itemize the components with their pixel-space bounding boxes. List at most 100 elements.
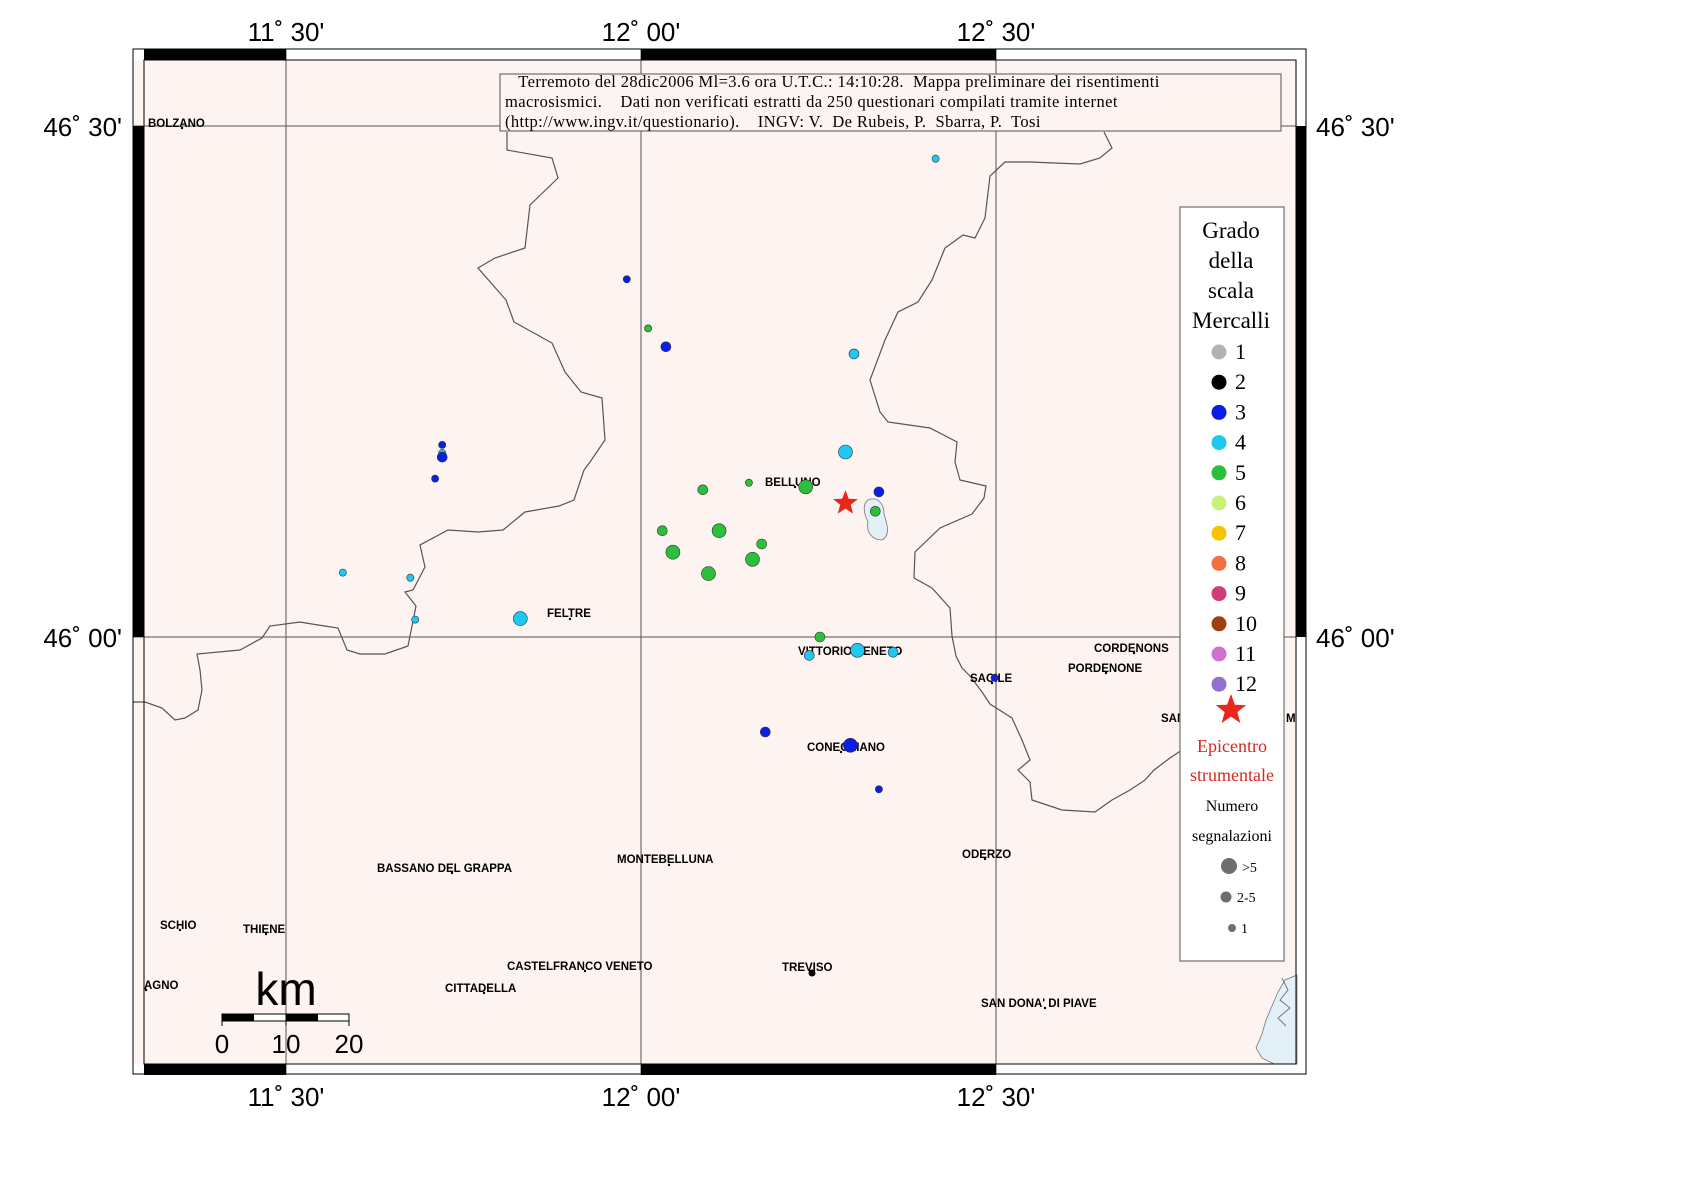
observation-point [814,631,826,643]
legend-grade-label: 2 [1235,369,1246,394]
legend-grade-label: 3 [1235,399,1246,424]
observation-point [711,523,727,539]
scale-bar: km 0 10 20 [215,963,364,1059]
legend-grade-swatch [1211,555,1227,571]
map-frame [132,48,1307,1075]
lon-label-top: 12˚ 30' [957,17,1036,47]
longitude-labels-top: 11˚ 30' 12˚ 00' 12˚ 30' [248,17,1036,47]
scale-tick-label: 20 [335,1029,364,1059]
observation-point [665,544,681,560]
latitude-labels-left: 46˚ 30' 46˚ 00' [43,112,122,653]
city-label: BASSANO DEL GRAPPA [377,863,512,875]
lon-label-bottom: 11˚ 30' [248,1082,325,1112]
city-label: CORDENONS [1094,643,1169,655]
lat-label-right: 46˚ 00' [1316,623,1395,653]
lat-label-right: 46˚ 30' [1316,112,1395,142]
scale-tick-label: 10 [272,1029,301,1059]
observation-point [660,341,672,353]
observation-point [436,451,448,463]
legend-grade-label: 7 [1235,520,1246,545]
observation-point [873,486,885,498]
lon-label-bottom: 12˚ 00' [602,1082,681,1112]
city-label: MONTEBELLUNA [617,854,713,866]
legend-count-title: Numero [1206,798,1258,815]
city-markers [144,126,1136,1010]
legend-grade-swatch [1211,676,1227,692]
observation-point [656,525,668,537]
legend-grade-swatch [1211,465,1227,481]
legend-epicenter-star-icon [1215,694,1247,723]
legend-box [1179,206,1285,962]
observation-point [756,538,768,550]
legend-size-small [1228,924,1236,932]
lon-label-top: 12˚ 00' [602,17,681,47]
legend-grade-label: 11 [1235,641,1256,666]
legend-size-medium [1220,891,1232,903]
observation-point [887,646,899,658]
city-label: M [1286,713,1296,725]
legend-grade-swatch [1211,616,1227,632]
observation-point [697,484,709,496]
scale-unit-label: km [255,963,316,1015]
legend-size-label: >5 [1242,861,1257,876]
observation-point [759,726,771,738]
observation-point [622,275,631,284]
epicenter-layer [833,490,858,514]
scale-tick-label: 0 [215,1029,229,1059]
legend-size-label: 2-5 [1237,891,1256,906]
observation-point [843,737,858,753]
legend-grade-label: 10 [1235,611,1257,636]
border-trentino-veneto [133,132,606,721]
legend-grade-swatch [1211,435,1227,451]
legend-grade-label: 9 [1235,581,1246,606]
legend-grade-swatch [1211,404,1227,420]
longitude-labels-bottom: 11˚ 30' 12˚ 00' 12˚ 30' [248,1082,1036,1112]
city-label: BOLZANO [148,118,205,130]
observation-point [848,348,860,360]
observation-point [431,474,439,483]
observation-point [406,573,415,582]
observation-point [850,642,865,658]
caption-line-1: Terremoto del 28dic2006 Ml=3.6 ora U.T.C… [505,72,1160,91]
legend-epicenter-label: strumentale [1190,765,1274,785]
legend-grade-label: 4 [1235,430,1246,455]
legend: Grado della scala Mercalli 1234567891011… [1179,206,1285,962]
border-veneto-friuli [869,131,1231,813]
legend-title-line: Grado [1202,218,1259,243]
city-label: SCHIO [160,920,196,932]
legend-grade-swatch [1211,586,1227,602]
legend-grade-swatch [1211,646,1227,662]
observation-point [338,568,347,577]
legend-grade-swatch [1211,495,1227,511]
city-label: SAN [1161,713,1185,725]
legend-grade-label: 5 [1235,460,1246,485]
caption-box: Terremoto del 28dic2006 Ml=3.6 ora U.T.C… [499,72,1282,132]
city-label: THIENE [243,924,286,936]
city-label: CASTELFRANCO VENETO [507,961,653,973]
legend-grade-label: 6 [1235,490,1246,515]
observation-point [869,505,881,517]
observation-point [745,551,760,567]
lon-label-bottom: 12˚ 30' [957,1082,1036,1112]
lon-label-top: 11˚ 30' [248,17,325,47]
observation-point [411,615,420,624]
city-label: AGNO [144,980,179,992]
city-label: PORDENONE [1068,663,1142,675]
city-label: FELTRE [547,608,591,620]
city-label: VITTORIO VENETO [798,646,902,658]
observation-point [803,650,815,661]
observation-point [438,440,447,449]
observation-point [931,154,940,163]
observation-point [644,324,652,333]
observation-point [745,478,753,487]
city-label: CITTADELLA [445,983,516,995]
legend-title-line: scala [1208,278,1254,303]
observation-point [990,674,999,682]
observation-point [875,785,883,794]
lat-label-left: 46˚ 30' [43,112,122,142]
legend-grade-label: 1 [1235,339,1246,364]
observation-point [512,611,528,626]
legend-size-large [1221,858,1237,874]
